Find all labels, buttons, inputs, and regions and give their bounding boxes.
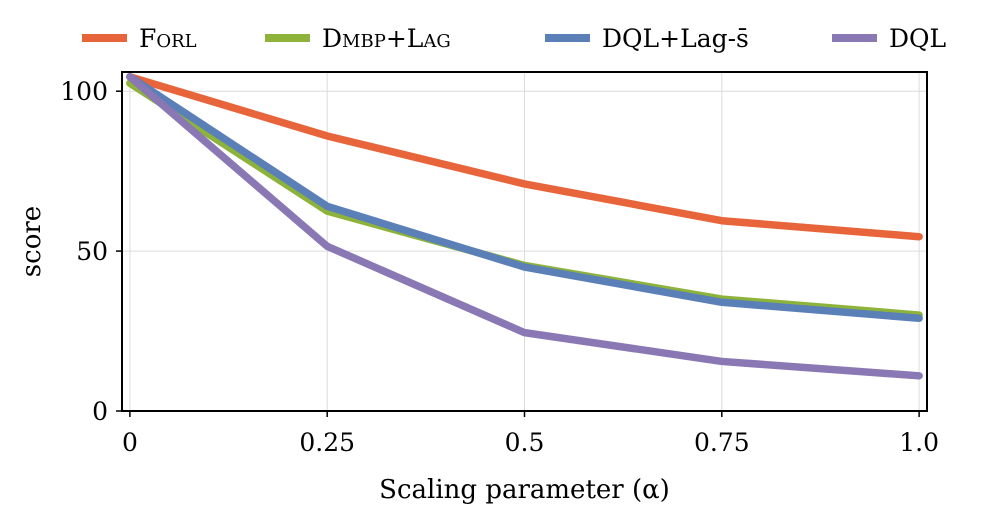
y-tick-label: 50 xyxy=(76,237,108,266)
grid-lines xyxy=(122,72,927,412)
y-tick-label: 100 xyxy=(60,77,108,106)
legend-label-2: DQL+Lag-s̄ xyxy=(602,24,749,53)
x-tick-label: 0.75 xyxy=(694,428,750,457)
series-line-3 xyxy=(126,73,923,380)
x-tick-label: 1.0 xyxy=(899,428,939,457)
x-tick-label: 0.25 xyxy=(299,428,355,457)
axis-ticks: 0 0.25 0.5 0.75 1.0 0 50 100 xyxy=(60,77,939,457)
y-axis-label: score xyxy=(17,206,47,277)
series-line-0 xyxy=(126,73,923,241)
x-axis-label: Scaling parameter (α) xyxy=(379,475,670,505)
legend-label-0: Forl xyxy=(139,24,197,53)
legend-label-1: Dmbp+Lag xyxy=(322,24,451,53)
series-lines xyxy=(126,73,923,380)
series-line-2 xyxy=(126,73,923,323)
x-tick-label: 0.5 xyxy=(505,428,545,457)
y-tick-label: 0 xyxy=(92,397,108,426)
x-tick-label: 0 xyxy=(122,428,138,457)
legend: Forl Dmbp+Lag DQL+Lag-s̄ DQL xyxy=(82,24,946,53)
legend-label-3: DQL xyxy=(889,24,946,53)
